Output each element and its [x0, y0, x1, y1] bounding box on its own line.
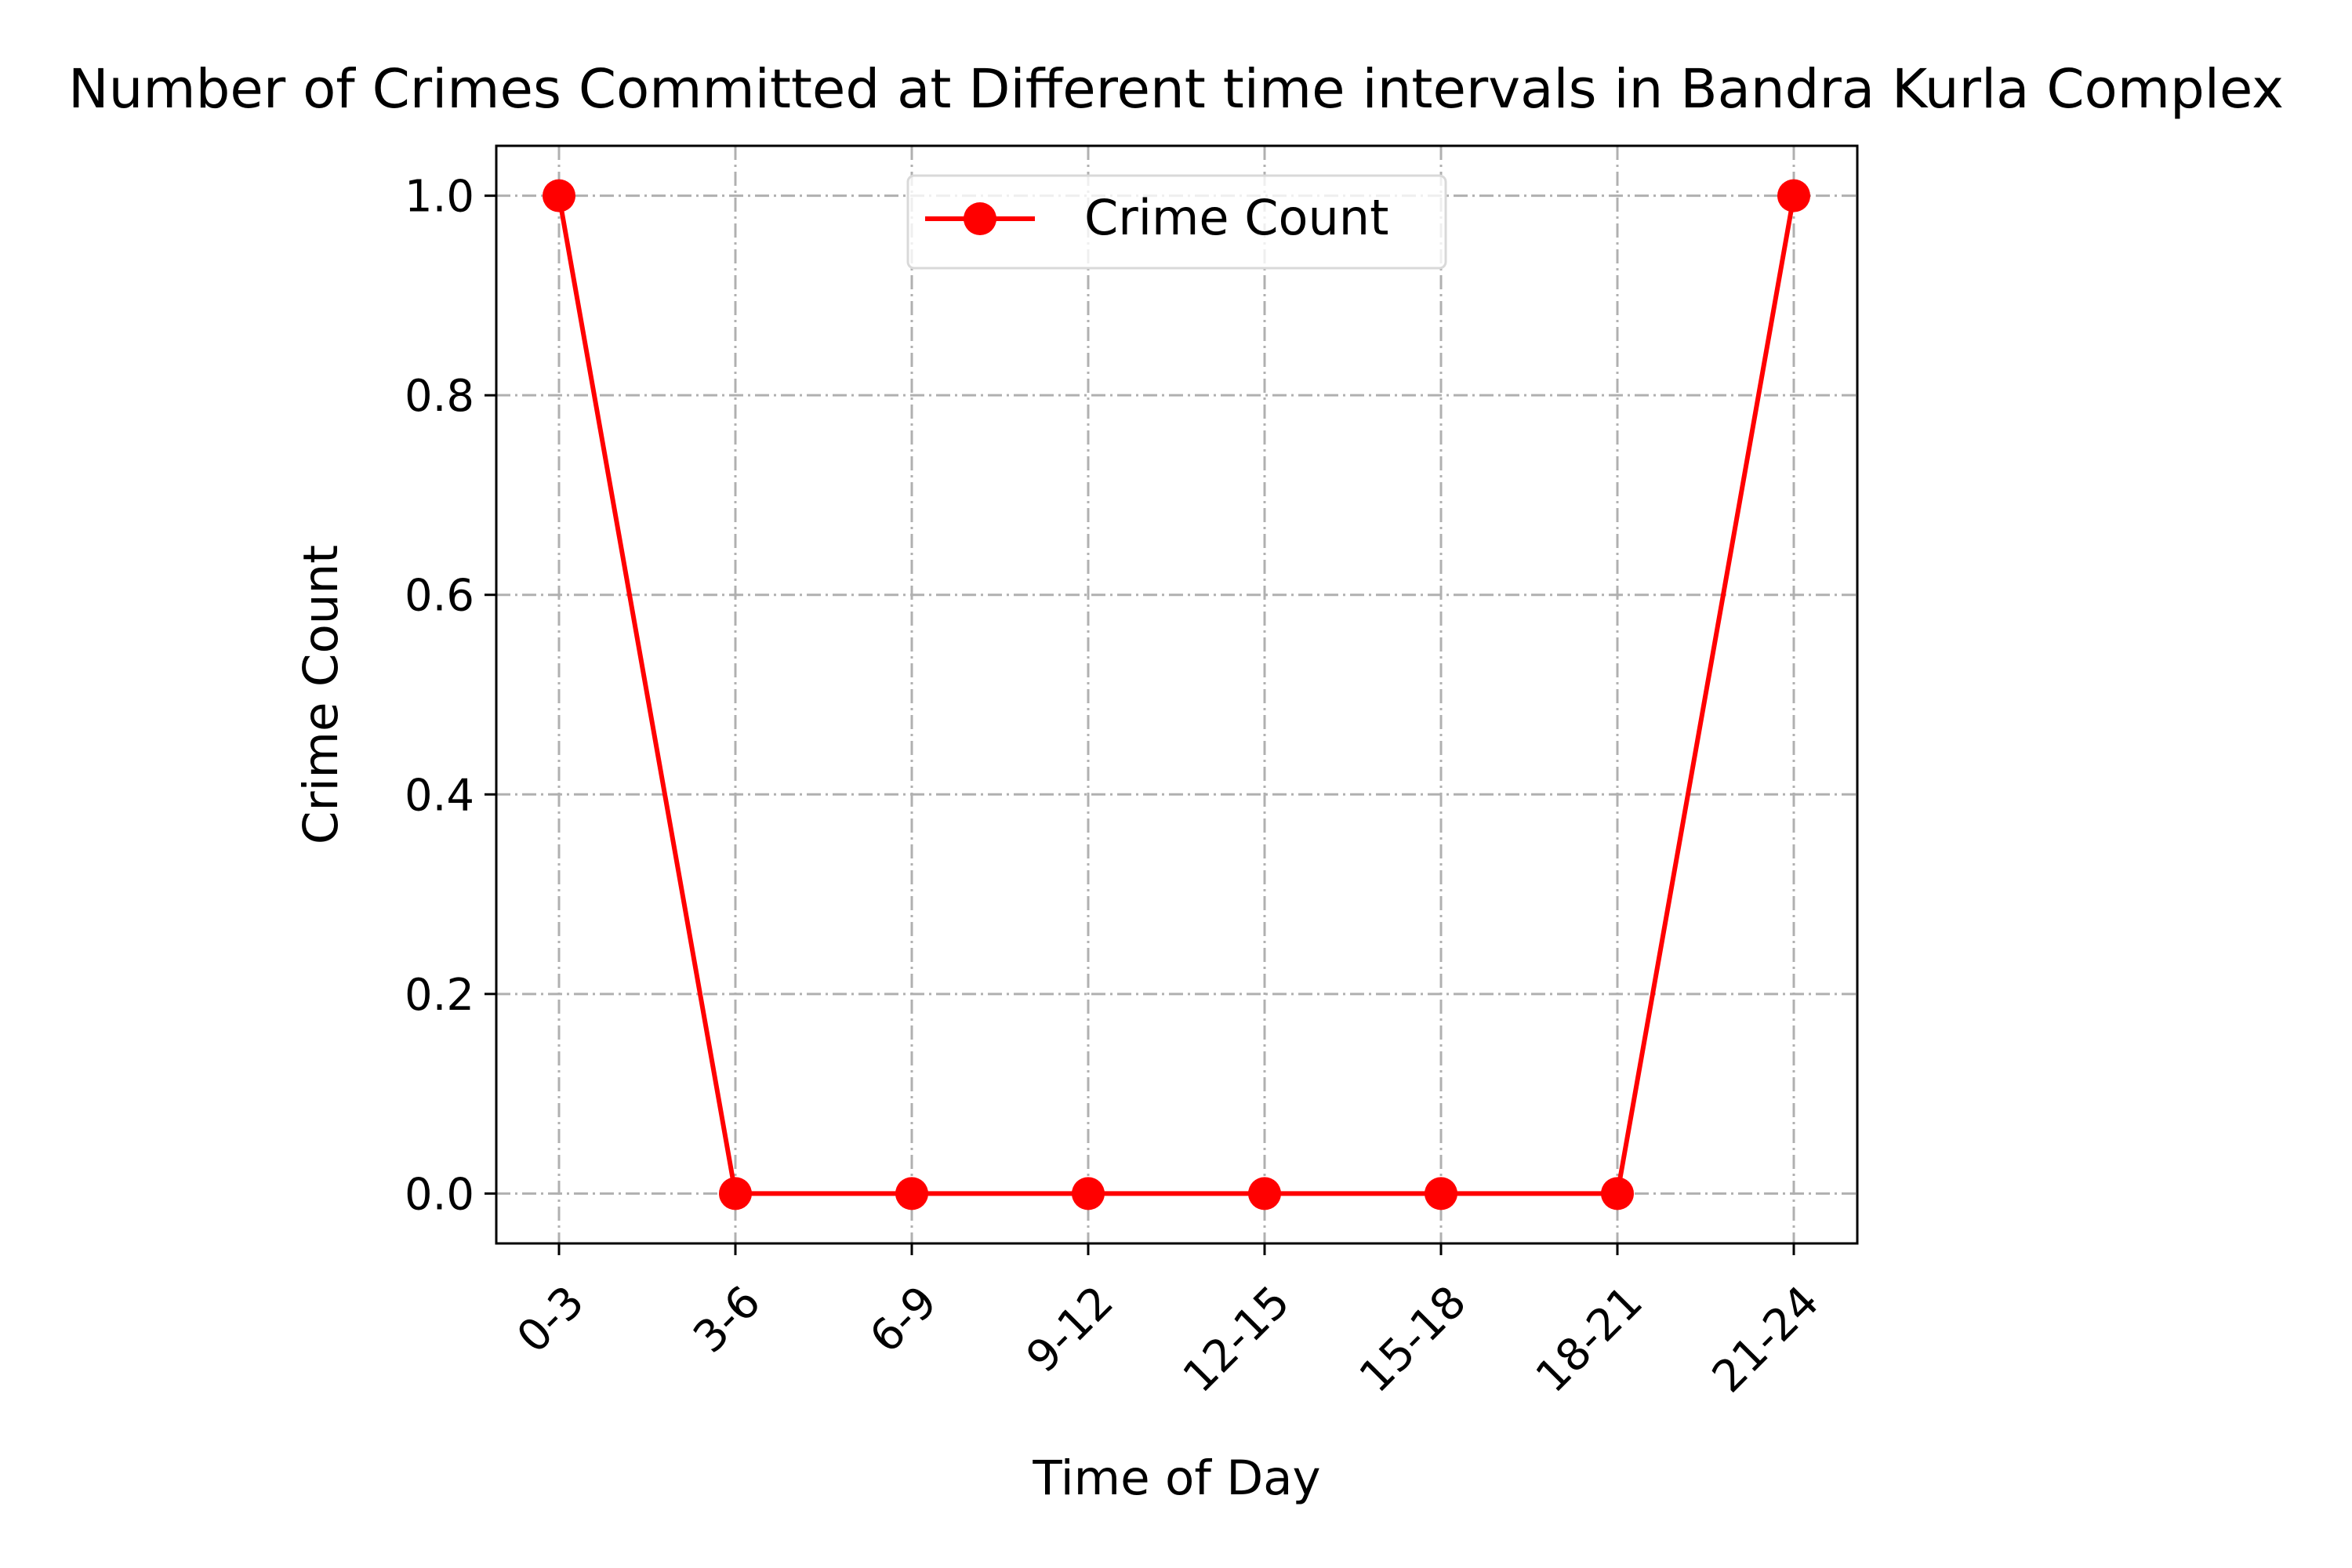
y-tick-label: 0.6	[405, 571, 474, 622]
x-gridlines	[557, 146, 1795, 1243]
series-line	[557, 195, 1796, 1196]
data-point	[1601, 1177, 1634, 1210]
data-point	[543, 179, 575, 212]
data-point	[1777, 179, 1810, 212]
y-tick-label: 0.2	[405, 970, 474, 1021]
series-group	[543, 179, 1810, 1210]
legend-box	[906, 174, 1447, 270]
y-tick-label: 1.0	[405, 172, 474, 223]
plot-frame	[495, 144, 1859, 1245]
y-tick-label: 0.4	[405, 770, 474, 821]
x-axis-label: Time of Day	[1032, 1450, 1320, 1506]
data-point	[719, 1177, 752, 1210]
y-tick-label: 0.0	[405, 1169, 474, 1220]
y-axis-label: Crime Count	[293, 545, 349, 844]
y-tick-label: 0.8	[405, 371, 474, 422]
legend-marker-sample	[964, 202, 996, 235]
data-point	[1072, 1177, 1105, 1210]
legend: Crime Count	[906, 174, 1447, 270]
chart-title: Number of Crimes Committed at Different …	[68, 58, 2284, 121]
y-axis-ticks: 0.0 0.2 0.4 0.6 0.8 1.0	[405, 172, 496, 1220]
legend-label: Crime Count	[1084, 189, 1388, 246]
data-point	[1248, 1177, 1281, 1210]
data-point	[895, 1177, 928, 1210]
plot-area	[496, 146, 1857, 1243]
data-point	[1425, 1177, 1457, 1210]
